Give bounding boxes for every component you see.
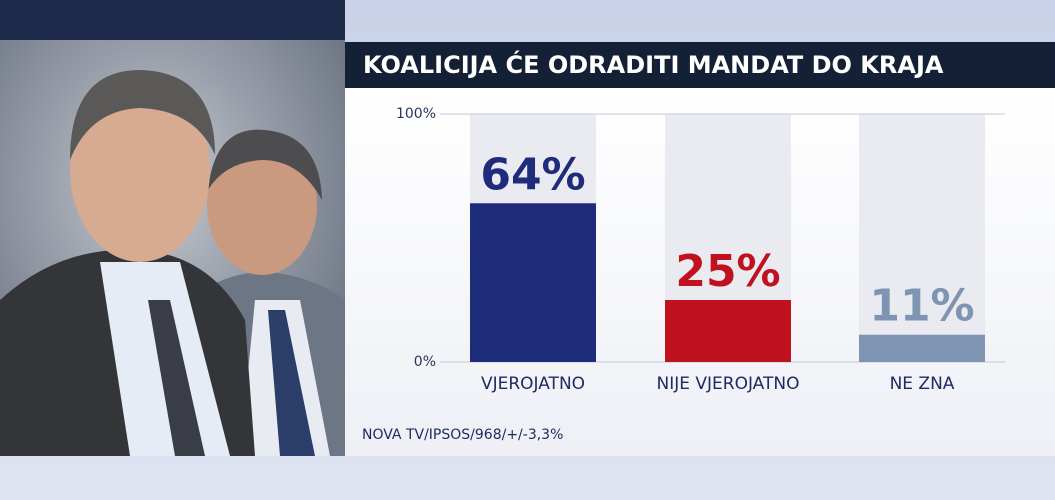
source-note: NOVA TV/IPSOS/968/+/-3,3% [362,427,563,443]
value-label: 11% [869,281,974,332]
title-bar [345,42,1055,88]
bar [470,203,596,362]
column-background [859,114,985,362]
x-tick-label: VJEROJATNO [481,374,585,394]
value-label: 64% [480,149,585,200]
x-tick-label: NIJE VJEROJATNO [657,374,800,394]
photo-figures [0,70,345,456]
chart-title: KOALICIJA ĆE ODRADITI MANDAT DO KRAJA [363,49,944,79]
bar [665,300,791,362]
y-tick-label: 100% [396,106,436,122]
x-tick-label: NE ZNA [890,374,955,394]
top-band [0,0,345,40]
value-label: 25% [675,246,780,297]
bar [859,334,985,362]
y-tick-label: 0% [414,354,436,370]
